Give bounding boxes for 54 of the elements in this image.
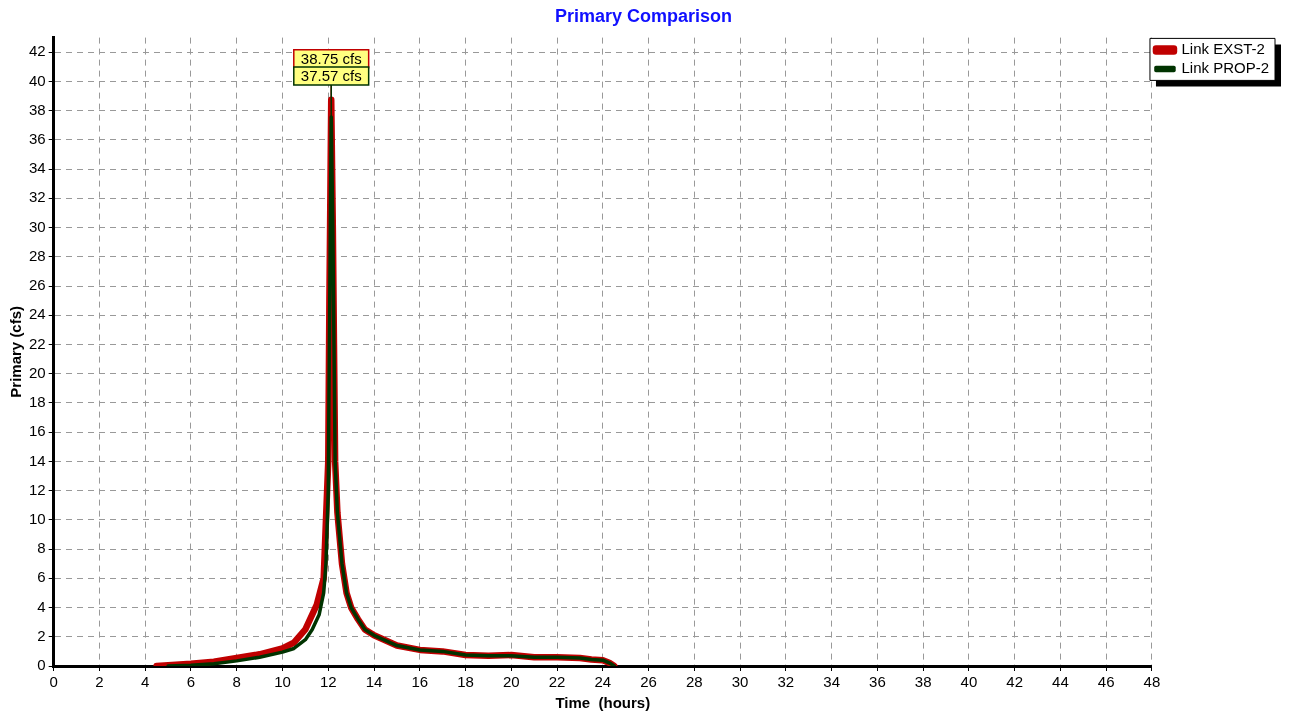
y-tick-label: 12 <box>29 480 46 498</box>
y-tick-label: 4 <box>37 597 46 615</box>
x-tick-label: 40 <box>960 673 978 691</box>
x-tick-label: 48 <box>1143 673 1161 691</box>
legend-label: Link EXST-2 <box>1181 40 1265 58</box>
x-tick-label: 24 <box>594 673 612 691</box>
x-axis-title: Time (hours) <box>555 694 651 712</box>
y-tick-label: 14 <box>29 451 46 469</box>
y-tick-label: 0 <box>37 656 46 674</box>
x-tick-label: 18 <box>457 673 474 691</box>
x-tick-label: 12 <box>319 673 337 691</box>
annotation: 37.57 cfs <box>300 67 362 85</box>
x-tick-label: 20 <box>502 673 520 691</box>
y-tick-label: 6 <box>37 568 46 586</box>
y-tick-label: 22 <box>29 334 46 352</box>
x-tick-label: 32 <box>777 673 795 691</box>
y-axis-title: Primary (cfs) <box>7 305 25 398</box>
y-tick-label: 16 <box>29 422 46 440</box>
annotation: 38.75 cfs <box>300 49 362 67</box>
x-tick-label: 16 <box>411 673 429 691</box>
y-tick-label: 18 <box>29 393 46 411</box>
x-tick-label: 28 <box>686 673 703 691</box>
y-tick-label: 42 <box>29 42 46 60</box>
x-tick-label: 42 <box>1006 673 1024 691</box>
x-tick-label: 4 <box>141 673 150 691</box>
y-tick-label: 26 <box>29 276 46 294</box>
x-tick-label: 14 <box>365 673 383 691</box>
chart-title: Primary Comparison <box>554 5 733 26</box>
x-tick-label: 0 <box>49 673 58 691</box>
x-tick-label: 30 <box>731 673 749 691</box>
x-tick-label: 36 <box>869 673 886 691</box>
y-tick-label: 38 <box>29 100 46 118</box>
x-tick-label: 22 <box>548 673 566 691</box>
x-tick-label: 10 <box>274 673 291 691</box>
y-tick-label: 36 <box>29 130 46 148</box>
x-tick-label: 38 <box>914 673 932 691</box>
legend-label: Link PROP-2 <box>1181 59 1270 77</box>
y-tick-label: 24 <box>29 305 46 323</box>
y-tick-label: 30 <box>29 217 46 235</box>
x-tick-label: 34 <box>823 673 840 691</box>
y-tick-label: 40 <box>29 71 46 89</box>
y-tick-label: 2 <box>37 626 46 644</box>
y-tick-label: 20 <box>29 363 46 381</box>
y-tick-label: 28 <box>29 246 46 264</box>
y-tick-label: 10 <box>29 510 46 527</box>
x-tick-label: 6 <box>186 673 196 691</box>
x-tick-label: 46 <box>1097 673 1115 691</box>
x-tick-label: 44 <box>1052 673 1069 691</box>
x-tick-label: 8 <box>232 673 241 691</box>
y-tick-label: 8 <box>37 539 46 557</box>
x-tick-label: 2 <box>95 673 104 691</box>
y-tick-label: 32 <box>29 188 46 206</box>
x-tick-label: 26 <box>640 673 657 691</box>
y-tick-label: 34 <box>29 159 46 177</box>
